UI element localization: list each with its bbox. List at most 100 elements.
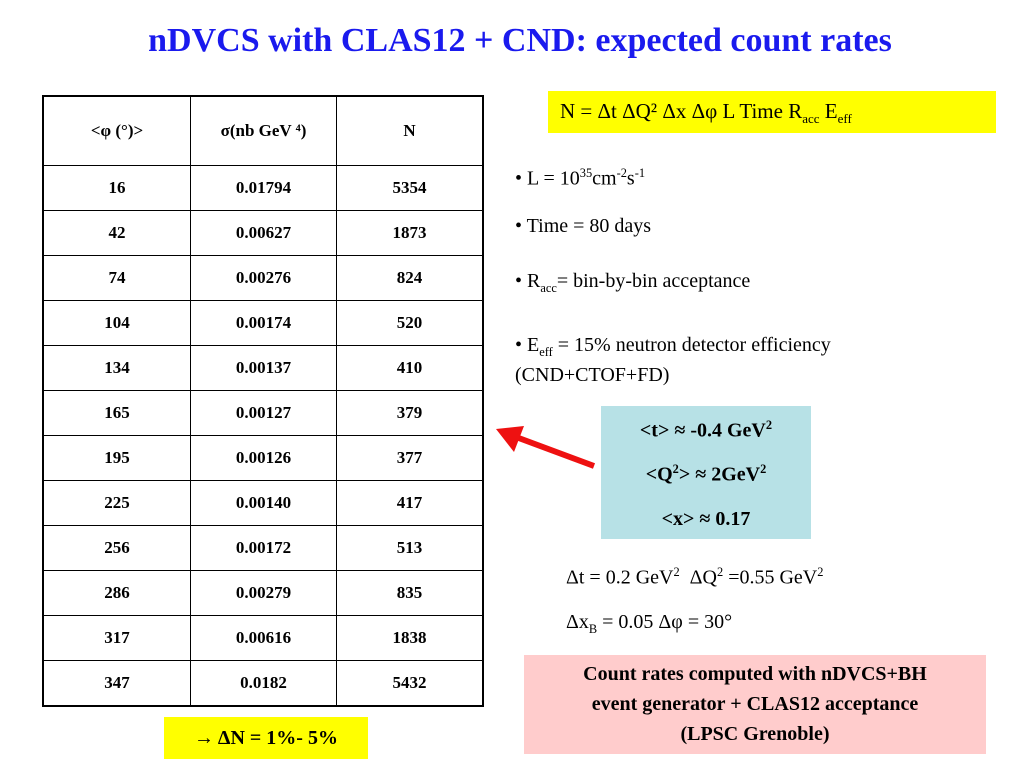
bullet-efficiency: • Eeff = 15% neutron detector efficiency — [515, 334, 831, 360]
lumi-unit2: s — [626, 167, 635, 190]
cell-phi: 42 — [42, 210, 191, 256]
racc-desc: = bin-by-bin acceptance — [556, 270, 751, 292]
table-row: 74 0.00276 824 — [42, 255, 484, 301]
cell-n: 1838 — [336, 615, 484, 661]
cell-n: 417 — [336, 480, 484, 526]
formula-sub-eff: eff — [837, 111, 852, 127]
eeff-sub: eff — [539, 345, 553, 359]
eeff-desc: = 15% neutron detector efficiency — [552, 334, 831, 356]
cell-n: 379 — [336, 390, 484, 436]
note-line-1: Count rates computed with nDVCS+BH — [583, 663, 927, 685]
cell-phi: 286 — [42, 570, 191, 616]
table-row: 42 0.00627 1873 — [42, 210, 484, 256]
cell-sigma: 0.00127 — [190, 390, 337, 436]
cell-phi: 347 — [42, 660, 191, 707]
avg-t-sup: 2 — [765, 418, 773, 432]
cell-sigma: 0.00140 — [190, 480, 337, 526]
formula-sub-acc: acc — [802, 111, 820, 127]
formula-main: N = Δt ΔQ² Δx Δφ L Time R — [560, 99, 803, 123]
cell-sigma: 0.00276 — [190, 255, 337, 301]
lumi-exp2: -2 — [616, 166, 627, 180]
dt-text: Δt = 0.2 GeV — [566, 566, 674, 589]
table-row: 16 0.01794 5354 — [42, 165, 484, 211]
table-row: 347 0.0182 5432 — [42, 660, 484, 707]
dx-sub: B — [588, 622, 598, 636]
cell-phi: 74 — [42, 255, 191, 301]
dq-value-sup: 2 — [817, 565, 824, 579]
cell-sigma: 0.00137 — [190, 345, 337, 391]
bin-widths-line2: ΔxB = 0.05 Δφ = 30° — [566, 611, 732, 637]
cell-sigma: 0.00126 — [190, 435, 337, 481]
cell-n: 1873 — [336, 210, 484, 256]
cell-phi: 256 — [42, 525, 191, 571]
col-header-phi: <φ (°)> — [42, 95, 191, 166]
table-row: 104 0.00174 520 — [42, 300, 484, 346]
cell-phi: 165 — [42, 390, 191, 436]
cell-n: 377 — [336, 435, 484, 481]
note-line-2: event generator + CLAS12 acceptance — [591, 693, 919, 715]
lumi-unit: cm — [592, 167, 617, 190]
note-line-3: (LPSC Grenoble) — [680, 723, 830, 745]
red-arrow-icon — [496, 426, 596, 469]
avg-q2: <Q2> ≈ 2GeV2 — [601, 462, 811, 487]
page-title: nDVCS with CLAS12 + CND: expected count … — [148, 22, 892, 59]
bullet-efficiency-line2: (CND+CTOF+FD) — [515, 364, 670, 386]
cell-n: 835 — [336, 570, 484, 616]
avg-x: <x> ≈ 0.17 — [661, 508, 751, 530]
count-rates-table: <φ (°)> σ(nb GeV ⁴) N 16 0.01794 5354 42 0.0… — [42, 95, 484, 707]
cell-n: 824 — [336, 255, 484, 301]
avg-q-post: > ≈ 2GeV — [678, 463, 761, 486]
cell-sigma: 0.00174 — [190, 300, 337, 346]
avg-t: <t> ≈ -0.4 GeV2 — [601, 418, 811, 443]
cell-phi: 225 — [42, 480, 191, 526]
racc-sub: acc — [540, 281, 557, 295]
cell-phi: 134 — [42, 345, 191, 391]
lumi-text: • L = 10 — [515, 167, 580, 190]
cell-sigma: 0.00627 — [190, 210, 337, 256]
table-row: 165 0.00127 379 — [42, 390, 484, 436]
avg-q-sup2: 2 — [760, 462, 767, 476]
table-row: 195 0.00126 377 — [42, 435, 484, 481]
cell-sigma: 0.00172 — [190, 525, 337, 571]
lumi-exp3: -1 — [634, 166, 646, 180]
table-row: 225 0.00140 417 — [42, 480, 484, 526]
bullet-time: • Time = 80 days — [515, 215, 652, 237]
formula-e: E — [819, 99, 838, 123]
racc-text: • R — [515, 270, 541, 292]
cell-sigma: 0.00616 — [190, 615, 337, 661]
cell-sigma: 0.01794 — [190, 165, 337, 211]
eeff-text: • E — [515, 334, 540, 356]
dq-text: ΔQ — [689, 566, 717, 589]
avg-t-text: <t> ≈ -0.4 GeV — [639, 419, 766, 442]
cell-n: 520 — [336, 300, 484, 346]
kinematic-averages-box: <t> ≈ -0.4 GeV2 <Q2> ≈ 2GeV2 <x> ≈ 0.17 — [601, 406, 811, 539]
cell-phi: 104 — [42, 300, 191, 346]
cell-phi: 195 — [42, 435, 191, 481]
dx-text: Δx — [566, 611, 589, 633]
bullet-acceptance: • Racc= bin-by-bin acceptance — [515, 270, 750, 296]
avg-q-sup: 2 — [672, 462, 679, 476]
dq-sup: 2 — [716, 565, 724, 579]
count-formula-box: N = Δt ΔQ² Δx Δφ L Time Racc Eeff — [548, 91, 996, 133]
cell-n: 513 — [336, 525, 484, 571]
cell-sigma: 0.0182 — [190, 660, 337, 707]
cell-n: 410 — [336, 345, 484, 391]
table-row: 256 0.00172 513 — [42, 525, 484, 571]
bullet-luminosity: • L = 1035cm-2s-1 — [515, 166, 645, 191]
cell-phi: 317 — [42, 615, 191, 661]
table-row: 286 0.00279 835 — [42, 570, 484, 616]
generator-note-box: Count rates computed with nDVCS+BH event… — [524, 655, 986, 754]
delta-n-result-box: → ΔN = 1%- 5% — [164, 717, 368, 759]
table-row: 317 0.00616 1838 — [42, 615, 484, 661]
lumi-exp: 35 — [579, 166, 593, 180]
table-header-row: <φ (°)> σ(nb GeV ⁴) N — [42, 95, 484, 166]
cell-n: 5432 — [336, 660, 484, 707]
cell-sigma: 0.00279 — [190, 570, 337, 616]
table-row: 134 0.00137 410 — [42, 345, 484, 391]
avg-q-pre: <Q — [645, 463, 673, 486]
dt-sup: 2 — [673, 565, 680, 579]
col-header-sigma: σ(nb GeV ⁴) — [190, 95, 337, 166]
cell-n: 5354 — [336, 165, 484, 211]
col-header-n: N — [336, 95, 484, 166]
dq-value: =0.55 GeV — [723, 566, 818, 589]
